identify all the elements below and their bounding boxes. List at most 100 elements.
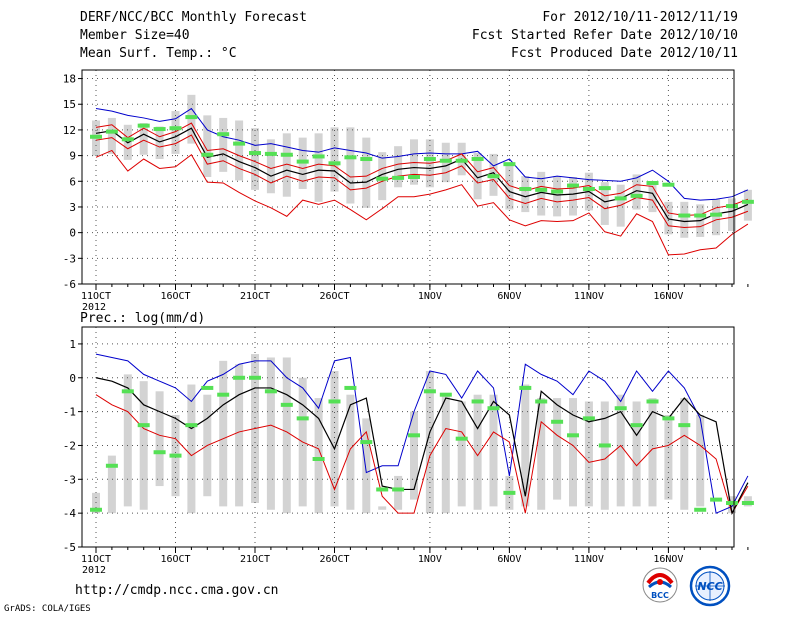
temp-obs-mark xyxy=(233,141,246,146)
bcc-logo: BCC xyxy=(642,567,678,603)
temp-ytick-label: 0 xyxy=(69,227,76,240)
prec-obs-mark xyxy=(392,487,405,492)
prec-obs-mark xyxy=(249,375,261,380)
prec-obs-mark xyxy=(662,416,675,421)
temp-obs-mark xyxy=(360,157,373,162)
temp-spread-box xyxy=(378,152,387,201)
prec-obs-mark xyxy=(376,487,389,492)
temp-spread-box xyxy=(362,137,371,208)
temp-xtick-label: 11OCT xyxy=(81,291,111,302)
temp-spread-box xyxy=(155,126,164,160)
prec-spread-box xyxy=(696,415,705,507)
temp-obs-mark xyxy=(710,212,723,217)
prec-obs-mark xyxy=(185,423,198,428)
header-left: DERF/NCC/BCC Monthly Forecast Member Size… xyxy=(80,9,307,63)
temp-obs-mark xyxy=(201,152,214,157)
prec-spread-box xyxy=(632,401,641,507)
temp-spread-box xyxy=(712,199,721,236)
temp-spread-box xyxy=(346,127,355,204)
temp-obs-mark xyxy=(392,175,405,180)
temp-obs-mark xyxy=(137,123,150,128)
temp-obs-mark xyxy=(344,155,357,160)
prec-spread-box xyxy=(107,455,116,514)
prec-xtick-label: 11OCT xyxy=(81,554,111,565)
temp-spread-box xyxy=(521,176,530,213)
fcst-produced-date: Fcst Produced Date 2012/10/11 xyxy=(511,46,738,61)
prec-xtick-label: 11NOV xyxy=(574,554,604,565)
temp-spread-box xyxy=(648,181,657,213)
temp-frame xyxy=(81,69,735,285)
temp-mean-line xyxy=(95,127,749,223)
temp-obs-mark xyxy=(741,199,754,204)
prec-spread-box xyxy=(378,506,387,510)
prec-obs-mark xyxy=(328,399,341,404)
temp-spread-box xyxy=(266,139,275,194)
bcc-logo-text: BCC xyxy=(651,591,669,600)
temp-obs-mark xyxy=(217,132,230,137)
prec-obs-mark xyxy=(741,501,754,505)
prec-spread-box xyxy=(187,384,196,514)
prec-xtick-label: 16OCT xyxy=(160,554,190,565)
temp-spread-box xyxy=(314,133,323,202)
temp-obs-mark xyxy=(646,180,659,185)
prec-spread-box xyxy=(553,398,562,500)
temp-spread-box xyxy=(505,165,514,210)
temp-spread-box xyxy=(235,120,244,181)
temp-spread-box xyxy=(203,115,212,177)
prec-spread-box xyxy=(489,394,498,507)
temp-spread-box xyxy=(680,201,689,238)
prec-frame xyxy=(81,326,735,548)
prec-obs-mark xyxy=(551,419,564,424)
prec-obs-mark xyxy=(233,375,246,380)
temp-obs-mark xyxy=(614,196,627,201)
forecast-period: For 2012/10/11-2012/11/19 xyxy=(542,10,738,25)
temp-obs-mark xyxy=(105,129,118,134)
prec-xtick-label: 16NOV xyxy=(653,554,683,565)
fcst-started-date: Fcst Started Refer Date 2012/10/10 xyxy=(471,28,738,43)
prec-xtick-label: 26OCT xyxy=(319,554,349,565)
prec-spread-box xyxy=(410,411,418,500)
temp-ytick-label: -6 xyxy=(63,278,76,291)
source-url[interactable]: http://cmdp.ncc.cma.gov.cn xyxy=(75,583,279,598)
prec-obs-mark xyxy=(710,497,723,502)
prec-xtick-label: 21OCT xyxy=(240,554,270,565)
temp-obs-mark xyxy=(582,186,595,191)
prec-spread-box xyxy=(362,418,371,514)
temp-obs-mark xyxy=(726,204,738,209)
prec-obs-mark xyxy=(694,507,707,512)
prec-obs-mark xyxy=(598,443,611,448)
prec-spread-box xyxy=(282,357,291,514)
temp-obs-mark xyxy=(408,175,420,179)
temp-obs-mark xyxy=(169,126,182,131)
temp-spread-box xyxy=(219,117,228,172)
temp-ytick-label: 12 xyxy=(63,124,76,137)
temp-obs-mark xyxy=(503,162,516,167)
temp-upper-line xyxy=(95,122,749,217)
prec-obs-mark xyxy=(201,385,214,390)
temp-ytick-label: 18 xyxy=(63,73,76,86)
prec-spread-box xyxy=(219,360,228,507)
prec-spread-box xyxy=(457,401,466,507)
prec-xtick-label: 1NOV xyxy=(418,554,442,565)
prec-obs-mark xyxy=(455,436,468,441)
prec-xtick-year: 2012 xyxy=(82,565,106,576)
temp-obs-mark xyxy=(376,176,389,181)
temp-obs-mark xyxy=(185,115,198,120)
ncc-logo: NCC xyxy=(689,565,731,607)
prec-spread-box xyxy=(139,381,148,510)
prec-obs-mark xyxy=(503,490,516,495)
prec-max-line xyxy=(95,353,749,514)
temp-obs-mark xyxy=(455,158,468,163)
prec-obs-mark xyxy=(264,389,277,394)
temp-obs-mark xyxy=(535,187,548,192)
prec-obs-mark xyxy=(535,399,548,404)
temp-spread-box xyxy=(107,117,116,154)
temp-xtick-label: 26OCT xyxy=(319,291,349,302)
prec-obs-mark xyxy=(137,423,150,428)
prec-spread-box xyxy=(648,398,657,507)
prec-axis-label: Prec.: log(mm/d) xyxy=(80,311,205,326)
temp-spread-box xyxy=(251,128,259,190)
temp-spread-box xyxy=(728,198,736,231)
temp-xtick-label: 21OCT xyxy=(240,291,270,302)
temp-spread-box xyxy=(282,133,291,197)
